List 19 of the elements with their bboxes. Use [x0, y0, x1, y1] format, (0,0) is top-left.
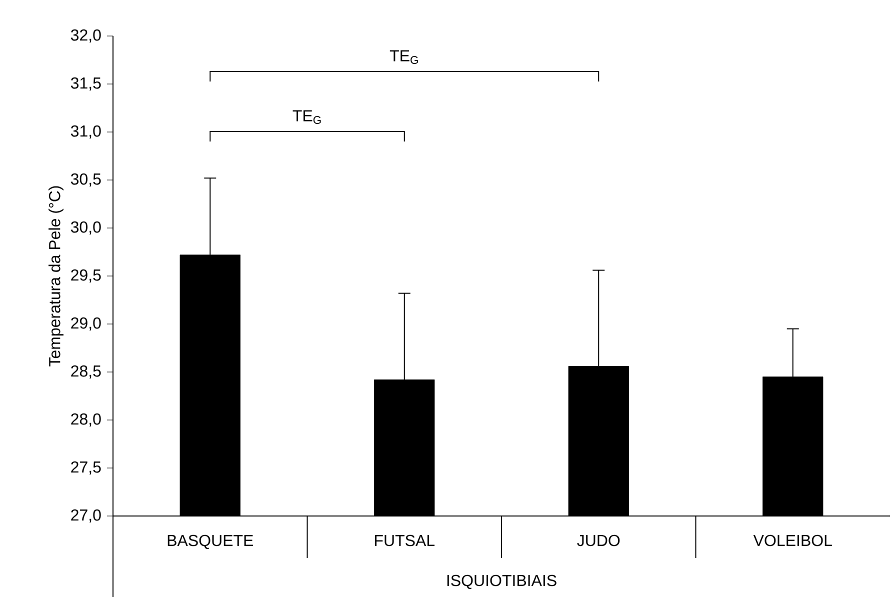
y-tick-label: 30,0 — [70, 221, 101, 235]
y-tick-label: 32,0 — [70, 29, 101, 43]
annotation: TE$_{G}$ — [292, 110, 321, 124]
y-tick-label: 29,0 — [71, 317, 101, 331]
y-tick-label: 27,0 — [71, 509, 101, 523]
y-tick-label: 28,5 — [71, 365, 101, 379]
x-tick-label: VOLEIBOL — [753, 534, 832, 546]
y-axis-title: Temperatura da Pele (°C) — [48, 186, 64, 366]
y-tick-label: 30,5 — [70, 173, 101, 187]
x-tick-label: FUTSAL — [375, 534, 435, 546]
y-tick-label: 29,5 — [71, 269, 101, 283]
y-tick-label: 31,5 — [70, 77, 101, 91]
y-tick-label: 27,5 — [71, 461, 101, 475]
y-tick-label: 31,0 — [70, 125, 101, 139]
x-axis-title: ISQUIOTIBIAIS — [447, 574, 556, 590]
annotation: TE$_{G}$ — [390, 50, 418, 64]
y-tick-label: 28,0 — [71, 413, 101, 427]
x-tick-label: BASQUETE — [168, 534, 254, 550]
x-tick-label: JUDO — [577, 534, 620, 546]
